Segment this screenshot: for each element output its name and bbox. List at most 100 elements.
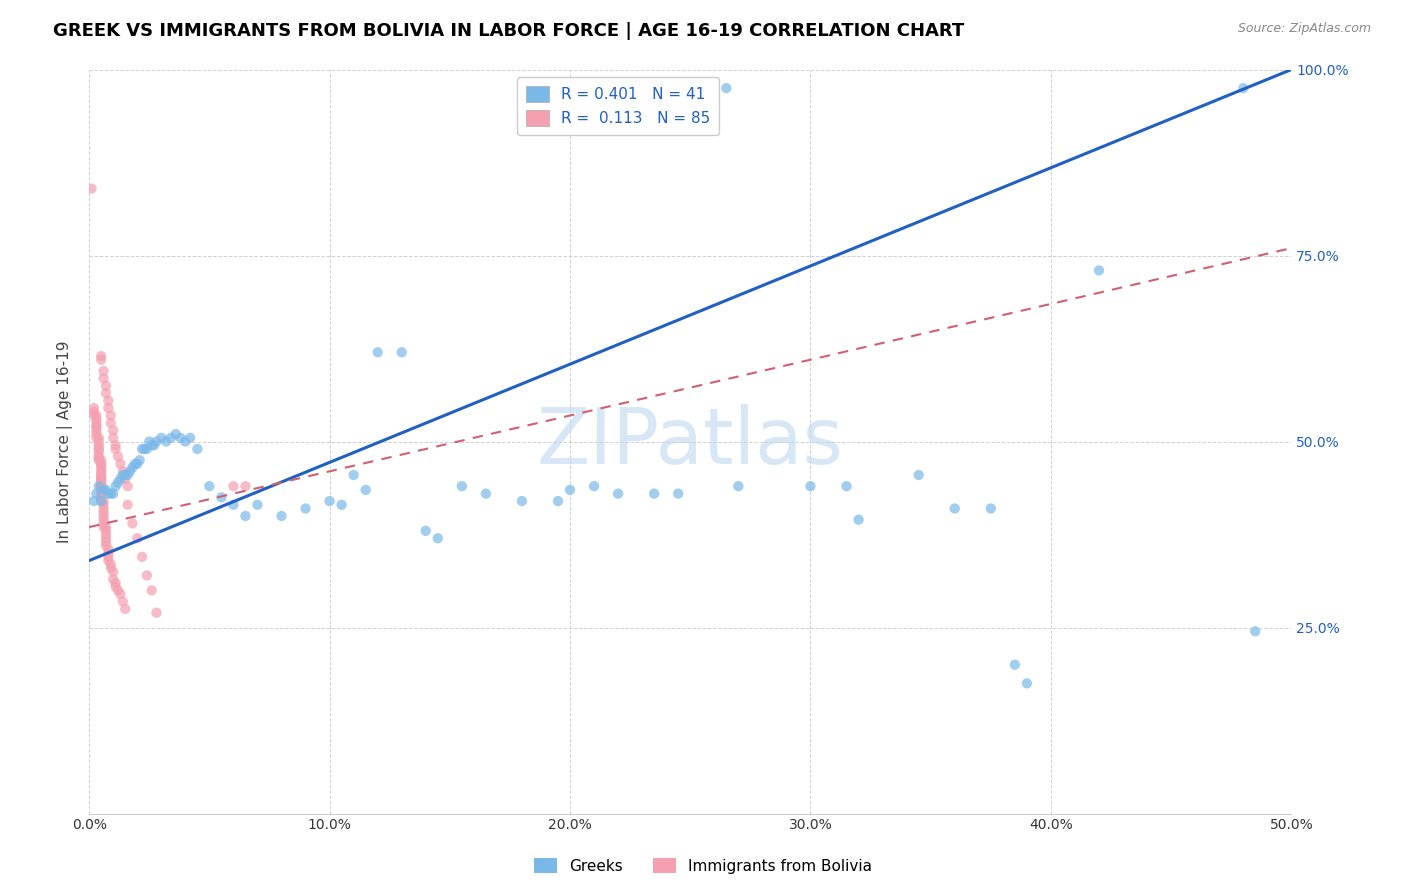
Point xyxy=(90,352,112,367)
Point xyxy=(104,580,127,594)
Point xyxy=(155,434,177,449)
Point xyxy=(666,486,689,500)
Point xyxy=(93,520,115,534)
Point xyxy=(186,442,208,456)
Point xyxy=(87,479,110,493)
Point xyxy=(90,485,112,500)
Point xyxy=(90,470,112,484)
Point xyxy=(94,535,117,549)
Point xyxy=(138,434,160,449)
Point xyxy=(103,572,125,586)
Point xyxy=(90,472,112,486)
Point xyxy=(1015,676,1038,690)
Point xyxy=(87,442,110,456)
Point xyxy=(114,468,136,483)
Point xyxy=(107,475,129,490)
Point xyxy=(100,409,122,423)
Point xyxy=(90,468,112,483)
Point xyxy=(114,472,136,486)
Point xyxy=(93,498,115,512)
Point xyxy=(110,472,132,486)
Point xyxy=(141,438,163,452)
Point xyxy=(510,494,533,508)
Point xyxy=(104,479,127,493)
Point xyxy=(94,483,117,497)
Point xyxy=(103,423,125,437)
Point xyxy=(547,494,569,508)
Point xyxy=(87,446,110,460)
Point xyxy=(97,549,120,564)
Point xyxy=(93,371,115,385)
Point xyxy=(222,479,245,493)
Point xyxy=(104,575,127,590)
Point xyxy=(90,460,112,475)
Point xyxy=(94,527,117,541)
Point xyxy=(93,501,115,516)
Point xyxy=(93,483,115,497)
Point xyxy=(93,516,115,531)
Point xyxy=(90,453,112,467)
Point xyxy=(94,539,117,553)
Point xyxy=(90,473,112,487)
Point xyxy=(118,464,141,478)
Point xyxy=(110,457,132,471)
Point xyxy=(135,442,157,456)
Point xyxy=(103,431,125,445)
Point xyxy=(943,501,966,516)
Point xyxy=(83,409,105,423)
Point xyxy=(86,427,108,442)
Point xyxy=(343,468,366,483)
Point xyxy=(87,450,110,465)
Point xyxy=(716,81,738,95)
Point xyxy=(121,460,143,475)
Point xyxy=(97,546,120,560)
Point xyxy=(141,583,163,598)
Point xyxy=(87,438,110,452)
Point xyxy=(391,345,413,359)
Point xyxy=(94,524,117,538)
Point xyxy=(415,524,437,538)
Point xyxy=(1004,657,1026,672)
Point xyxy=(93,505,115,519)
Legend: Greeks, Immigrants from Bolivia: Greeks, Immigrants from Bolivia xyxy=(527,852,879,880)
Point xyxy=(87,431,110,445)
Point xyxy=(679,81,702,95)
Point xyxy=(643,486,665,500)
Point xyxy=(100,416,122,430)
Point xyxy=(100,558,122,572)
Point xyxy=(145,434,167,449)
Point xyxy=(980,501,1002,516)
Point xyxy=(179,431,201,445)
Point xyxy=(104,438,127,452)
Legend: R = 0.401   N = 41, R =  0.113   N = 85: R = 0.401 N = 41, R = 0.113 N = 85 xyxy=(517,78,720,136)
Point xyxy=(134,442,156,456)
Point xyxy=(90,475,112,490)
Point xyxy=(87,453,110,467)
Point xyxy=(114,602,136,616)
Point xyxy=(90,457,112,471)
Point xyxy=(97,553,120,567)
Point xyxy=(426,531,449,545)
Point xyxy=(93,494,115,508)
Point xyxy=(111,468,134,483)
Point xyxy=(103,565,125,579)
Point xyxy=(848,513,870,527)
Point xyxy=(90,349,112,363)
Point xyxy=(835,479,858,493)
Point xyxy=(83,494,105,508)
Point xyxy=(90,494,112,508)
Point xyxy=(90,479,112,493)
Point xyxy=(103,486,125,500)
Point xyxy=(100,486,122,500)
Point xyxy=(90,483,112,497)
Point xyxy=(124,457,146,471)
Point xyxy=(97,401,120,415)
Point xyxy=(86,419,108,434)
Point xyxy=(110,587,132,601)
Point xyxy=(90,464,112,478)
Point xyxy=(117,468,139,483)
Point xyxy=(93,508,115,523)
Point xyxy=(100,561,122,575)
Point xyxy=(83,405,105,419)
Point xyxy=(87,434,110,449)
